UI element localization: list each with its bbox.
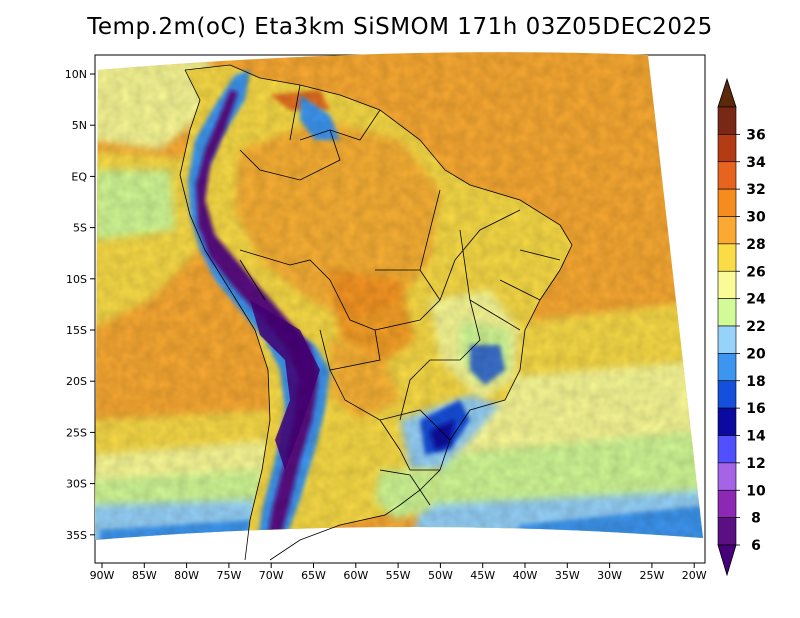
latitude-axis: 10N 5N EQ 5S 10S 15S 20S 25S 30S 35S: [65, 68, 95, 542]
lat-tick-label: 30S: [66, 478, 87, 491]
colorbar-label: 10: [746, 483, 766, 499]
colorbar-segment: [717, 106, 737, 135]
colorbar-label: 16: [746, 401, 765, 417]
lat-tick-label: EQ: [71, 170, 87, 183]
lat-tick-label: 35S: [66, 529, 87, 542]
lon-tick-label: 80W: [174, 569, 199, 582]
lat-tick-label: 10S: [66, 273, 87, 286]
longitude-axis: 90W 85W 80W 75W 70W 65W 60W 55W 50W 45W 40W 35W 30W 2…: [90, 563, 707, 582]
country-borders: [179, 64, 573, 561]
colorbar-label: 8: [751, 511, 761, 527]
colorbar-segment: [717, 517, 737, 546]
colorbar-label: 20: [746, 346, 766, 362]
colorbar-segment: [717, 298, 737, 327]
lon-tick-label: 50W: [428, 569, 453, 582]
colorbar-segment: [717, 325, 737, 354]
colorbar-label: 24: [746, 292, 766, 308]
colorbar-label: 36: [746, 127, 765, 143]
colorbar-label: 22: [746, 319, 765, 335]
lon-tick-label: 20W: [682, 569, 707, 582]
lon-tick-label: 40W: [513, 569, 538, 582]
lat-tick-label: 20S: [66, 375, 87, 388]
colorbar-segment: [717, 270, 737, 299]
colorbar-segment: [717, 489, 737, 518]
colorbar-label: 34: [746, 155, 766, 171]
colorbar-label: 30: [746, 210, 766, 226]
temperature-field: [95, 52, 703, 541]
lon-tick-label: 60W: [343, 569, 368, 582]
lat-tick-label: 5N: [72, 119, 87, 132]
colorbar-min-arrow: [717, 544, 737, 577]
colorbar-label: 14: [746, 429, 766, 445]
colorbar-label: 18: [746, 374, 765, 390]
lon-tick-label: 65W: [301, 569, 326, 582]
lon-tick-label: 55W: [386, 569, 411, 582]
colorbar-label: 26: [746, 264, 765, 280]
lon-tick-label: 70W: [259, 569, 284, 582]
colorbar-segment: [717, 353, 737, 382]
lon-tick-label: 30W: [597, 569, 622, 582]
lat-tick-label: 10N: [65, 68, 87, 81]
colorbar-segment: [717, 243, 737, 272]
colorbar-segment: [717, 435, 737, 464]
lon-tick-label: 90W: [90, 569, 115, 582]
lon-tick-label: 25W: [639, 569, 664, 582]
colorbar-segment: [717, 216, 737, 245]
colorbar-segment: [717, 188, 737, 217]
colorbar: 6 8 10 12 14 16 18 20 22 24 26 28 30 32 34 36: [717, 77, 766, 577]
colorbar-segment: [717, 134, 737, 163]
lon-tick-label: 85W: [132, 569, 157, 582]
lat-tick-label: 5S: [73, 222, 87, 235]
lon-tick-label: 45W: [470, 569, 495, 582]
colorbar-label: 32: [746, 182, 765, 198]
lon-tick-label: 75W: [216, 569, 241, 582]
colorbar-segment: [717, 380, 737, 409]
colorbar-segment: [717, 161, 737, 190]
colorbar-segment: [717, 407, 737, 436]
lat-tick-label: 15S: [66, 324, 87, 337]
colorbar-label: 12: [746, 456, 765, 472]
colorbar-label: 28: [746, 237, 765, 253]
colorbar-max-arrow: [717, 77, 737, 108]
colorbar-label: 6: [751, 538, 761, 554]
map-title: Temp.2m(oC) Eta3km SiSMOM 171h 03Z05DEC2…: [87, 14, 713, 40]
colorbar-segment: [717, 462, 737, 491]
lat-tick-label: 25S: [66, 426, 87, 439]
lon-tick-label: 35W: [555, 569, 580, 582]
